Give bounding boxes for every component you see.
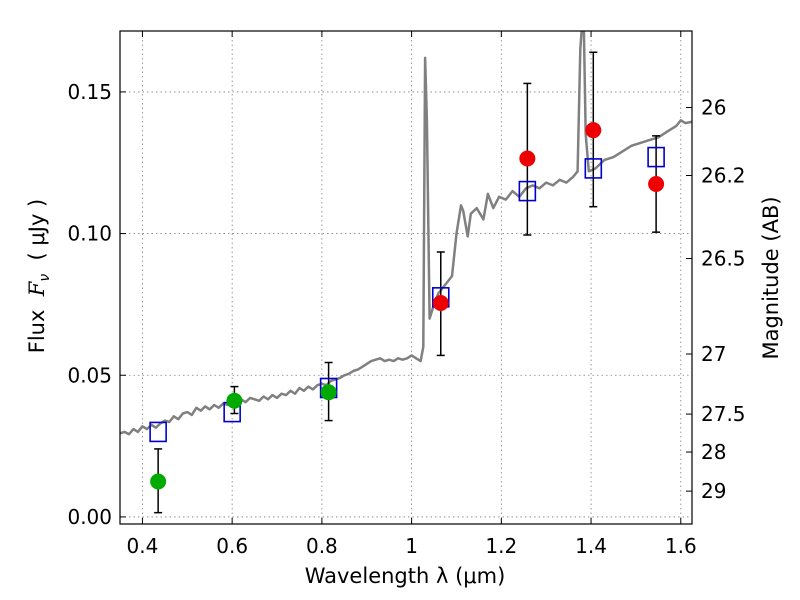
y-axis-label: Flux Fν ( μJy ) <box>25 199 53 354</box>
y2-tick-label: 26.2 <box>701 164 746 188</box>
y-axis-label-nu: ν <box>37 274 53 282</box>
x-tick-label: 1.6 <box>665 534 697 558</box>
y2-tick-label: 27.5 <box>701 402 746 426</box>
y-tick-label: 0.15 <box>67 80 112 104</box>
model-photometry-point <box>584 158 603 179</box>
y-tick-label: 0.10 <box>67 222 112 246</box>
model-spectrum-line <box>120 31 692 436</box>
observed-point-red <box>585 122 602 139</box>
x-tick-label: 1 <box>405 534 418 558</box>
observed-point-red <box>519 150 536 167</box>
observed-point-green <box>226 392 243 409</box>
axis-ticks: 0.4 0.6 0.8 1 1.2 1.4 1.6 0.00 0.05 0.10 0.15 26 26.… <box>67 31 746 558</box>
observed-point-green <box>150 473 167 490</box>
y-axis-label-f: F <box>25 280 49 297</box>
model-photometry-point <box>647 146 665 168</box>
x-tick-label: 1.4 <box>575 534 607 558</box>
x-tick-label: 0.4 <box>127 534 159 558</box>
grid-lines <box>120 31 692 524</box>
y2-tick-label: 28 <box>701 440 726 464</box>
y2-axis-label: Magnitude (AB) <box>759 196 783 359</box>
observed-point-red <box>648 176 665 192</box>
model-photometry-point <box>149 421 167 443</box>
observed-point-green <box>320 384 337 401</box>
y2-tick-label: 29 <box>701 479 726 503</box>
y-tick-label: 0.00 <box>67 505 112 529</box>
y-axis-label-prefix: Flux <box>25 296 49 353</box>
x-tick-label: 0.6 <box>216 534 248 558</box>
x-axis-label: Wavelength λ (μm) <box>305 564 506 588</box>
observed-point-red <box>432 295 449 311</box>
x-tick-label: 0.8 <box>306 534 338 558</box>
plot-area <box>120 31 692 514</box>
model-photometry-point <box>518 180 537 202</box>
y2-tick-label: 26.5 <box>701 247 746 271</box>
y-tick-label: 0.05 <box>67 363 112 387</box>
x-tick-label: 1.2 <box>485 534 517 558</box>
y2-tick-label: 26 <box>701 96 726 120</box>
y2-tick-label: 27 <box>701 342 726 366</box>
plot-frame <box>119 30 693 525</box>
y-axis-label-unit: ( μJy ) <box>25 199 49 274</box>
